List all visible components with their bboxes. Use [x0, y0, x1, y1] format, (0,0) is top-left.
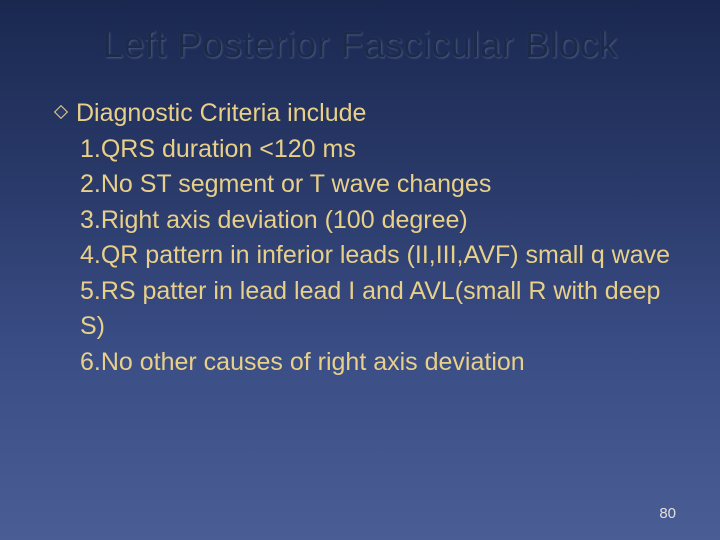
slide-container: Left Posterior Fascicular Block Diagnost… — [0, 0, 720, 540]
criteria-item: 5.RS patter in lead lead I and AVL(small… — [54, 274, 676, 345]
bullet-header-text: Diagnostic Criteria include — [76, 96, 366, 132]
page-number: 80 — [659, 505, 676, 522]
criteria-item: 6.No other causes of right axis deviatio… — [54, 345, 676, 381]
bullet-row: Diagnostic Criteria include — [54, 96, 676, 132]
slide-title: Left Posterior Fascicular Block — [44, 24, 676, 66]
criteria-item: 1.QRS duration <120 ms — [54, 132, 676, 168]
diamond-bullet-icon — [54, 104, 68, 118]
criteria-item: 4.QR pattern in inferior leads (II,III,A… — [54, 238, 676, 274]
criteria-item: 2.No ST segment or T wave changes — [54, 167, 676, 203]
criteria-item: 3.Right axis deviation (100 degree) — [54, 203, 676, 239]
slide-content: Diagnostic Criteria include 1.QRS durati… — [44, 96, 676, 380]
